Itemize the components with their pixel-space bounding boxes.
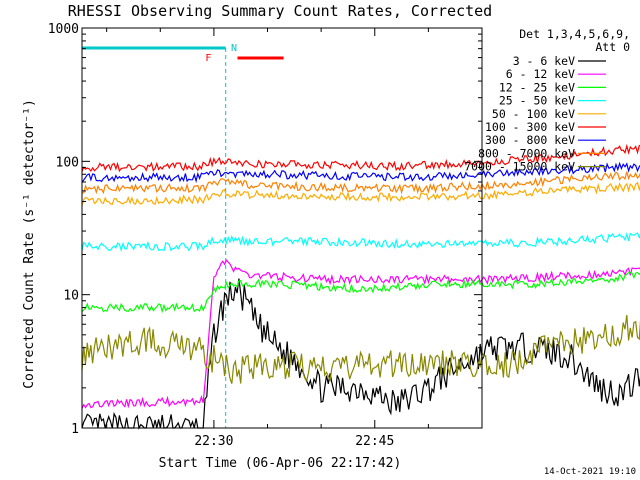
y-axis-label: Corrected Count Rate (s⁻¹ detector⁻¹) — [22, 99, 37, 389]
state-markers: NFS — [82, 43, 284, 64]
legend-label: 50 - 100 keV — [492, 107, 575, 121]
series-line — [81, 231, 640, 253]
legend-label: 100 - 300 keV — [485, 120, 575, 134]
x-axis-label: Start Time (06-Apr-06 22:17:42) — [159, 456, 402, 471]
timestamp: 14-Oct-2021 19:10 — [544, 467, 636, 477]
series-line — [81, 181, 640, 206]
plot-frame — [81, 27, 483, 429]
night-marker-label: N — [231, 43, 237, 54]
y-tick-label: 1000 — [48, 22, 79, 37]
legend-label: 3 - 6 keV — [513, 54, 575, 68]
y-axis: 1 10 100 1000 — [48, 22, 482, 437]
x-tick-label: 22:45 — [355, 434, 394, 449]
series-line — [81, 161, 640, 184]
x-axis: 22:30 22:45 — [106, 28, 483, 449]
chart-title: RHESSI Observing Summary Count Rates, Co… — [68, 2, 492, 20]
legend-label: 300 - 800 keV — [485, 133, 575, 147]
legend-header-line-2: Att 0 — [595, 40, 630, 54]
legend-label: 7000 - 15000 keV — [464, 160, 575, 174]
series-line — [81, 315, 640, 384]
legend-label: 25 - 50 keV — [499, 94, 575, 108]
series-line — [81, 171, 640, 195]
y-tick-label: 10 — [63, 289, 79, 304]
series-line — [81, 258, 640, 409]
series-line — [81, 278, 640, 430]
legend-label: 12 - 25 keV — [499, 80, 575, 94]
series-line — [81, 143, 640, 173]
legend-label: 800 - 7000 keV — [478, 146, 575, 160]
flare-marker-label: F — [205, 53, 211, 64]
series-line — [81, 271, 640, 314]
series-group — [81, 143, 640, 430]
y-tick-label: 100 — [56, 155, 79, 170]
x-tick-label: 22:30 — [194, 434, 233, 449]
legend-label: 6 - 12 keV — [506, 67, 575, 81]
y-tick-label: 1 — [71, 422, 79, 437]
legend-header-line-1: Det 1,3,4,5,6,9, — [519, 27, 630, 41]
